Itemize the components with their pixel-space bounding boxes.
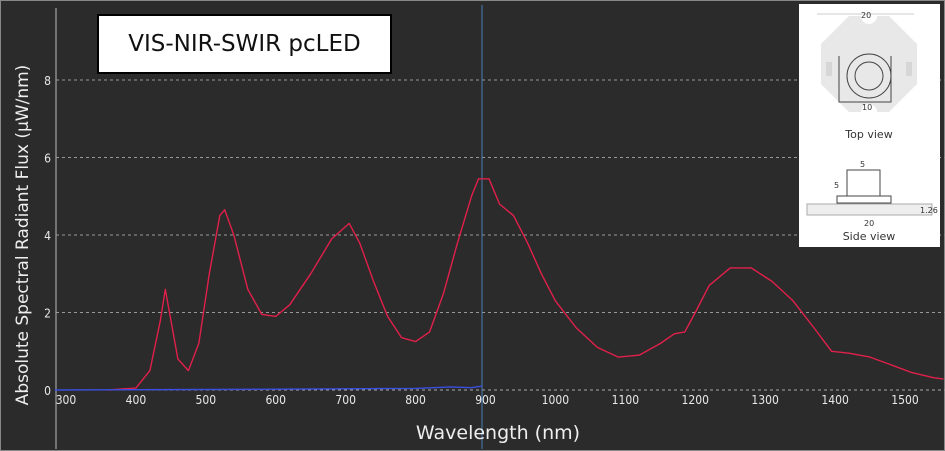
x-tick-label: 800	[405, 393, 426, 407]
x-axis-label: Wavelength (nm)	[416, 422, 580, 444]
svg-text:5: 5	[834, 181, 839, 190]
y-tick-label: 0	[44, 384, 51, 398]
x-tick-label: 1300	[751, 393, 779, 407]
svg-text:20: 20	[861, 11, 871, 20]
x-tick-label: 400	[126, 393, 147, 407]
svg-text:10: 10	[862, 103, 872, 112]
x-tick-label: 1400	[821, 393, 849, 407]
x-tick-label: 1200	[682, 393, 710, 407]
x-tick-label: 1000	[542, 393, 570, 407]
y-tick-label: 6	[44, 152, 51, 166]
x-tick-label: 300	[56, 393, 77, 407]
series-line-1	[54, 385, 483, 391]
y-tick-label: 8	[44, 74, 51, 88]
x-tick-label: 1100	[612, 393, 640, 407]
chart-title: VIS-NIR-SWIR pcLED	[97, 14, 392, 74]
star-board	[821, 16, 917, 112]
y-tick-label: 2	[44, 307, 51, 321]
x-tick-label: 700	[335, 393, 356, 407]
svg-text:Top view: Top view	[844, 128, 892, 141]
svg-text:5: 5	[860, 160, 865, 169]
x-tick-label: 500	[196, 393, 217, 407]
svg-text:Side view: Side view	[843, 230, 896, 243]
series-line-0	[107, 178, 944, 391]
svg-text:1.26: 1.26	[920, 206, 938, 215]
led-dimension-drawing: 20 10 Top view 5 5 1.26 20 Side view	[799, 4, 940, 247]
y-axis-label: Absolute Spectral Radiant Flux (µW/nm)	[13, 65, 33, 406]
x-tick-label: 1500	[891, 393, 919, 407]
svg-text:20: 20	[864, 219, 874, 228]
x-tick-label: 900	[475, 393, 496, 407]
y-tick-label: 4	[44, 229, 51, 243]
x-tick-label: 600	[265, 393, 286, 407]
